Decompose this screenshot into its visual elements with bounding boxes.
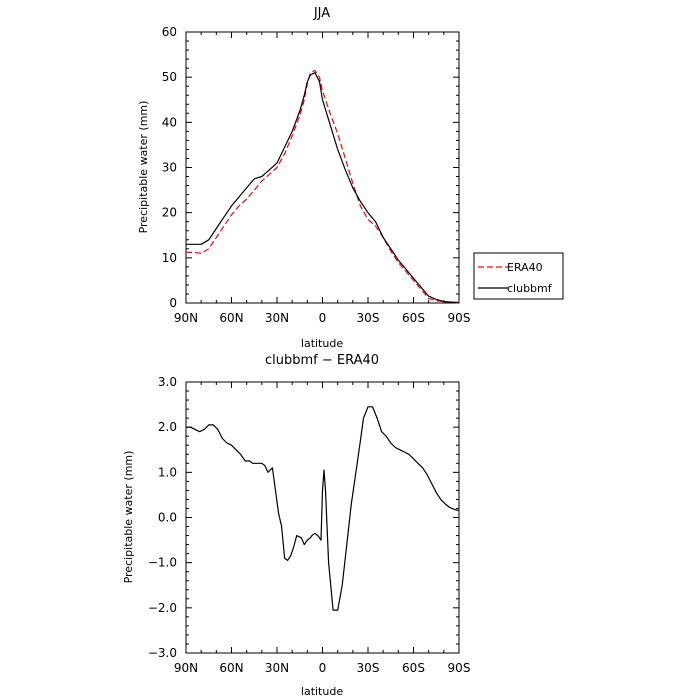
y-tick-label: 40	[162, 115, 177, 129]
legend-box	[473, 252, 564, 300]
precipitable-water-chart: JJA 90N 60N 30N 0 30S 60S 90S 0 10 20 30 40 50 60 lat…	[137, 6, 564, 350]
y-tick-label: −3.0	[148, 646, 177, 660]
x-tick-label: 60N	[219, 311, 243, 325]
y-tick-label: 10	[162, 251, 177, 265]
series-group	[186, 69, 460, 304]
y-tick-label: 0.0	[158, 511, 177, 525]
y-axis-label: Precipitable water (mm)	[137, 101, 150, 234]
legend-label-clubbmf: clubbmf	[507, 282, 553, 295]
x-tick-label: 30S	[357, 311, 380, 325]
plot-frame	[185, 31, 460, 304]
x-tick-label: 90S	[448, 661, 471, 675]
y-tick-label: −1.0	[148, 556, 177, 570]
x-tick-label: 60N	[219, 661, 243, 675]
y-tick-label: 60	[162, 25, 177, 39]
legend: ERA40 clubbmf	[473, 252, 564, 300]
x-axis-label: latitude	[301, 685, 343, 698]
difference-chart: clubbmf − ERA40 90N 60N 30N 0 30S 60S 90S −3.0 −…	[122, 353, 470, 698]
legend-label-era40: ERA40	[507, 261, 543, 274]
x-tick-label: 0	[319, 661, 327, 675]
series-line-difference	[186, 406, 460, 611]
series-line-clubbmf	[186, 72, 460, 304]
y-tick-label: 3.0	[158, 375, 177, 389]
x-tick-label: 30S	[357, 661, 380, 675]
chart-title: clubbmf − ERA40	[265, 353, 379, 368]
y-tick-label: 50	[162, 70, 177, 84]
x-tick-label: 90S	[448, 311, 471, 325]
axis-ticks: 90N 60N 30N 0 30S 60S 90S −3.0 −2.0 −1.0 0.0 1.0 2.0…	[148, 375, 471, 675]
plot-frame	[185, 381, 460, 654]
x-tick-label: 0	[319, 311, 327, 325]
x-tick-label: 90N	[174, 661, 198, 675]
x-axis-label: latitude	[301, 337, 343, 350]
y-tick-label: 2.0	[158, 420, 177, 434]
y-tick-label: −2.0	[148, 601, 177, 615]
x-tick-label: 30N	[265, 661, 289, 675]
series-line-era40	[186, 69, 460, 304]
x-tick-label: 30N	[265, 311, 289, 325]
y-tick-label: 30	[162, 161, 177, 175]
y-tick-label: 0	[169, 296, 177, 310]
chart-title: JJA	[313, 6, 330, 21]
axis-ticks: 90N 60N 30N 0 30S 60S 90S 0 10 20 30 40 50 60	[162, 25, 471, 325]
y-tick-label: 1.0	[158, 465, 177, 479]
series-group	[186, 406, 460, 611]
x-tick-label: 60S	[402, 661, 425, 675]
x-tick-label: 60S	[402, 311, 425, 325]
x-tick-label: 90N	[174, 311, 198, 325]
y-tick-label: 20	[162, 206, 177, 220]
y-axis-label: Precipitable water (mm)	[122, 451, 135, 584]
